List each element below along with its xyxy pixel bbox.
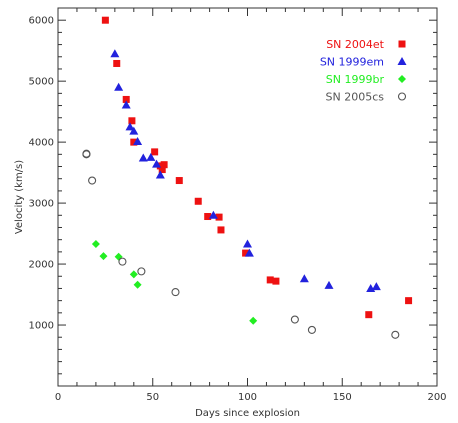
- data-point: [129, 270, 138, 279]
- data-point: [101, 16, 109, 24]
- data-point: [158, 166, 166, 174]
- data-point: [160, 161, 168, 169]
- data-point: [194, 197, 202, 205]
- legend-marker: [398, 75, 406, 83]
- axis-tick-labels: 0 50 100 150 200 1000 2000 3000 4000 5000 6000: [29, 16, 447, 403]
- data-point: [130, 138, 138, 146]
- data-point: [137, 267, 146, 276]
- data-point: [114, 82, 124, 91]
- data-point: [391, 330, 400, 339]
- data-point: [272, 277, 280, 285]
- data-point: [125, 122, 135, 131]
- data-point: [91, 239, 100, 248]
- data-point: [290, 315, 299, 324]
- data-point: [299, 274, 309, 283]
- legend-marker: [398, 40, 406, 48]
- data-point: [307, 325, 316, 334]
- series-square-points: [101, 16, 413, 319]
- y-tick-label: 1000: [29, 321, 54, 332]
- data-point: [371, 282, 381, 291]
- legend: SN 2004et SN 1999em SN 1999br SN 2005cs: [320, 38, 407, 104]
- data-point: [113, 59, 121, 67]
- data-point: [208, 210, 218, 219]
- legend-label: SN 2004et: [326, 38, 384, 51]
- y-tick-label: 4000: [29, 138, 54, 149]
- legend-marker: [397, 57, 407, 65]
- data-point: [118, 257, 127, 266]
- data-point: [365, 311, 373, 319]
- data-point: [266, 276, 274, 284]
- y-tick-label: 3000: [29, 199, 54, 210]
- y-tick-label: 6000: [29, 16, 54, 27]
- data-point: [82, 149, 91, 158]
- data-point: [128, 117, 136, 125]
- y-tick-label: 2000: [29, 260, 54, 271]
- data-point: [242, 249, 250, 257]
- y-tick-label: 5000: [29, 77, 54, 88]
- legend-marker: [397, 92, 407, 101]
- y-axis-label: Velocity (km/s): [14, 160, 25, 234]
- data-point: [152, 159, 162, 168]
- legend-label: SN 2005cs: [326, 91, 385, 104]
- legend-label: SN 1999em: [320, 56, 384, 69]
- data-point: [156, 162, 164, 170]
- x-tick-label: 200: [427, 392, 446, 403]
- x-tick-label: 150: [333, 392, 352, 403]
- data-point: [110, 49, 120, 58]
- series-circle-points: [82, 149, 400, 339]
- data-point: [146, 152, 156, 161]
- data-point: [99, 252, 108, 261]
- x-tick-label: 0: [55, 392, 61, 403]
- data-point: [217, 226, 225, 234]
- data-point: [151, 148, 159, 156]
- data-point: [114, 252, 123, 261]
- data-point: [88, 176, 97, 185]
- data-point: [243, 239, 252, 248]
- data-point: [405, 297, 413, 305]
- data-point: [249, 316, 258, 325]
- data-point: [129, 126, 139, 135]
- x-axis-label: Days since explosion: [195, 408, 300, 419]
- series-diamond-points: [91, 239, 258, 325]
- x-tick-label: 50: [146, 392, 159, 403]
- data-point: [121, 100, 131, 109]
- legend-label: SN 1999br: [326, 73, 385, 86]
- data-points: [82, 16, 413, 339]
- x-tick-label: 100: [238, 392, 257, 403]
- series-triangle-points: [110, 49, 381, 292]
- data-point: [138, 153, 148, 162]
- data-point: [324, 280, 334, 289]
- data-point: [204, 213, 212, 221]
- data-point: [133, 280, 142, 289]
- data-point: [215, 213, 223, 221]
- data-point: [122, 95, 130, 103]
- data-point: [171, 288, 180, 297]
- data-point: [175, 177, 183, 185]
- axis-ticks: [57, 7, 438, 386]
- data-point: [133, 137, 143, 146]
- data-point: [244, 248, 254, 257]
- data-point: [155, 170, 165, 179]
